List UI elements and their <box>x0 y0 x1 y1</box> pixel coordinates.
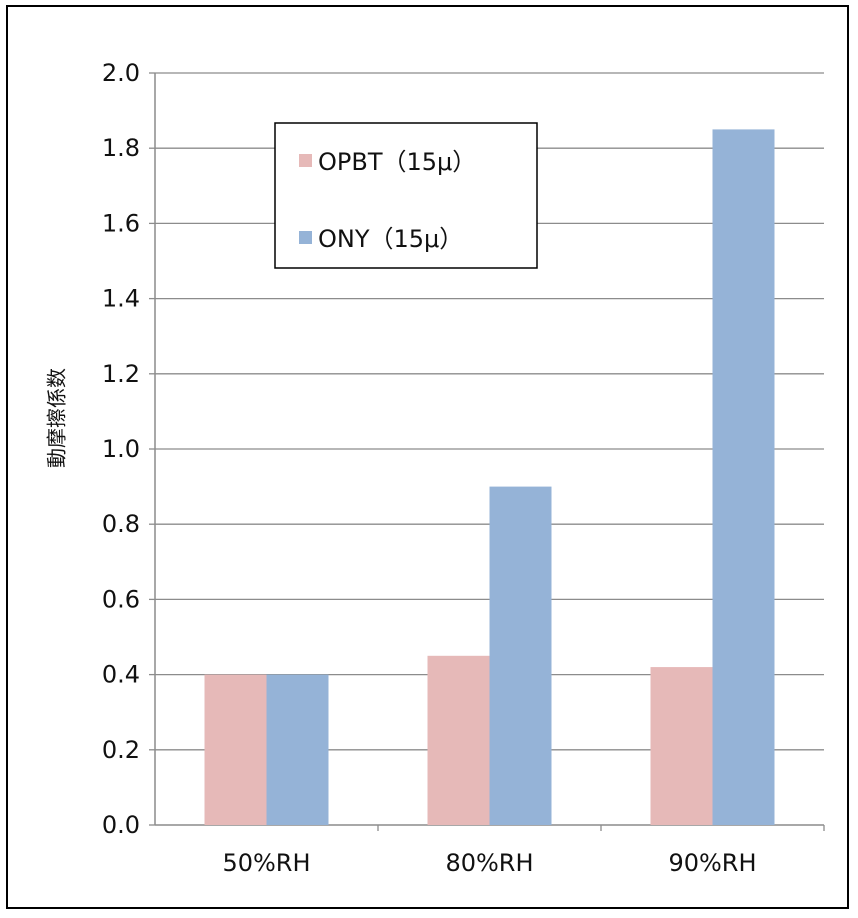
y-tick-label: 1.6 <box>102 209 140 237</box>
bar-opbt <box>650 667 713 825</box>
y-tick-label: 1.4 <box>102 285 140 313</box>
y-tick-label: 2.0 <box>102 59 140 87</box>
bar-opbt <box>204 674 267 825</box>
bar-opbt <box>427 655 490 825</box>
x-tick-label: 90%RH <box>668 849 756 877</box>
bar-ony <box>712 129 775 825</box>
x-tick-label: 80%RH <box>445 849 533 877</box>
y-tick-label: 0.8 <box>102 510 140 538</box>
y-tick-label: 0.4 <box>102 661 140 689</box>
y-axis-label: 動摩擦係数 <box>45 368 69 468</box>
y-tick-label: 1.8 <box>102 134 140 162</box>
legend-label-opbt: OPBT（15μ） <box>318 148 476 176</box>
bars <box>204 129 775 825</box>
legend-swatch-opbt <box>299 154 312 167</box>
y-tick-label: 0.0 <box>102 811 140 839</box>
y-tick-label: 0.6 <box>102 585 140 613</box>
legend: OPBT（15μ） ONY（15μ） <box>274 122 538 269</box>
y-tick-label: 1.0 <box>102 435 140 463</box>
tick-labels: 0.0 0.2 0.4 0.6 0.8 1.0 1.2 1.4 1.6 1.8 2.0 50%RH 80… <box>102 59 757 877</box>
y-tick-label: 0.2 <box>102 736 140 764</box>
bar-ony <box>489 486 552 825</box>
y-tick-label: 1.2 <box>102 360 140 388</box>
legend-swatch-ony <box>299 231 312 244</box>
bar-ony <box>266 674 329 825</box>
legend-box <box>274 122 538 269</box>
x-tick-label: 50%RH <box>222 849 310 877</box>
legend-label-ony: ONY（15μ） <box>318 225 463 253</box>
